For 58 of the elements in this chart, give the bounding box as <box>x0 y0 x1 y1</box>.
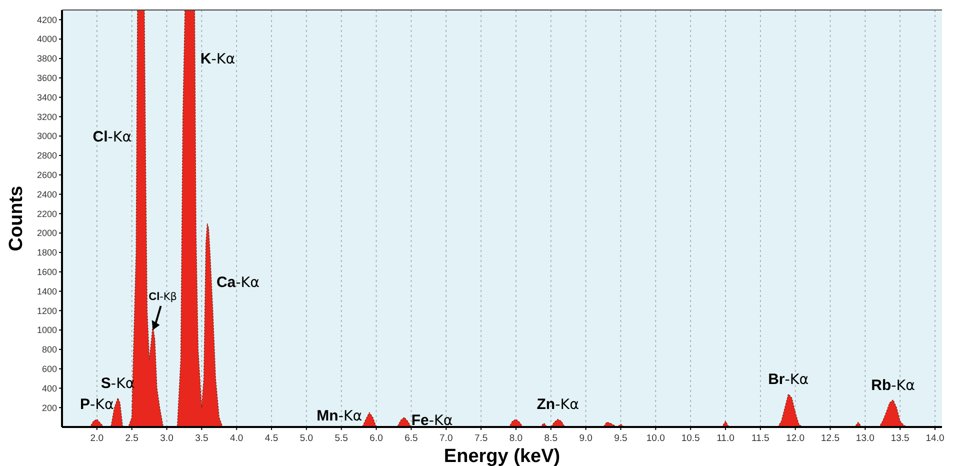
y-tick-label: 3400 <box>36 92 57 102</box>
y-tick-label: 200 <box>42 402 57 413</box>
x-tick-label: 12.5 <box>821 433 840 444</box>
annotation: Cl-Kβ <box>148 291 177 304</box>
x-tick-label: 7.5 <box>474 433 488 444</box>
x-tick-label: 2.0 <box>90 433 104 444</box>
x-tick-label: 8.0 <box>509 433 523 444</box>
y-tick-label: 1800 <box>36 248 57 258</box>
annotation: Zn-Kα <box>536 396 579 414</box>
x-tick-label: 4.5 <box>264 433 278 444</box>
annotation: Mn-Kα <box>316 407 362 424</box>
x-tick-label: 13.5 <box>890 433 910 444</box>
y-tick-label: 3800 <box>36 54 57 64</box>
y-tick-label: 600 <box>42 364 57 374</box>
y-tick-label: 800 <box>42 344 57 355</box>
y-tick-label: 1600 <box>36 266 57 277</box>
y-tick-label: 1400 <box>36 286 57 296</box>
annotation: P-Kα <box>80 396 114 414</box>
annotation: Ca-Kα <box>216 274 260 291</box>
y-tick-label: 2600 <box>36 170 57 180</box>
x-tick-label: 5.0 <box>300 433 314 444</box>
y-tick-label: 3200 <box>36 112 57 122</box>
annotation: Cl-Kα <box>92 128 132 146</box>
x-tick-label: 2.5 <box>125 433 138 444</box>
x-tick-label: 6.5 <box>404 433 418 444</box>
annotation: Fe-Kα <box>411 412 453 429</box>
y-tick-label: 400 <box>42 383 57 394</box>
x-tick-label: 5.5 <box>334 433 348 444</box>
x-tick-label: 9.0 <box>579 433 592 444</box>
y-tick-label: 1000 <box>36 325 57 336</box>
annotation: K-Kα <box>200 50 236 68</box>
x-tick-label: 9.5 <box>614 433 628 444</box>
y-tick-label: 4000 <box>36 34 57 44</box>
x-tick-label: 8.5 <box>544 433 558 444</box>
x-tick-label: 13.0 <box>856 433 874 444</box>
y-tick-label: 2000 <box>36 228 57 238</box>
y-tick-label: 1200 <box>36 306 57 316</box>
x-tick-label: 4.0 <box>230 433 244 444</box>
y-tick-label: 4200 <box>36 14 57 25</box>
y-tick-label: 3600 <box>36 73 57 84</box>
y-tick-label: 3000 <box>36 131 57 142</box>
y-tick-label: 2200 <box>36 208 57 219</box>
annotation: Rb-Kα <box>871 376 916 394</box>
x-tick-label: 12.0 <box>786 433 805 444</box>
x-tick-label: 10.0 <box>646 433 665 444</box>
x-tick-label: 3.0 <box>160 433 174 444</box>
x-tick-label: 11.0 <box>716 433 734 444</box>
x-tick-label: 6.0 <box>370 433 383 444</box>
x-tick-label: 10.5 <box>681 433 700 444</box>
annotation: Br-Kα <box>768 371 809 388</box>
x-tick-label: 7.0 <box>440 433 453 444</box>
y-tick-label: 2400 <box>36 189 57 200</box>
x-tick-label: 3.5 <box>195 433 208 444</box>
x-axis-title: Energy (keV) <box>444 446 560 466</box>
x-tick-label: 11.5 <box>752 433 770 444</box>
x-tick-label: 14.0 <box>926 433 944 444</box>
y-axis-title: Counts <box>6 186 27 252</box>
y-tick-label: 2800 <box>36 150 57 161</box>
